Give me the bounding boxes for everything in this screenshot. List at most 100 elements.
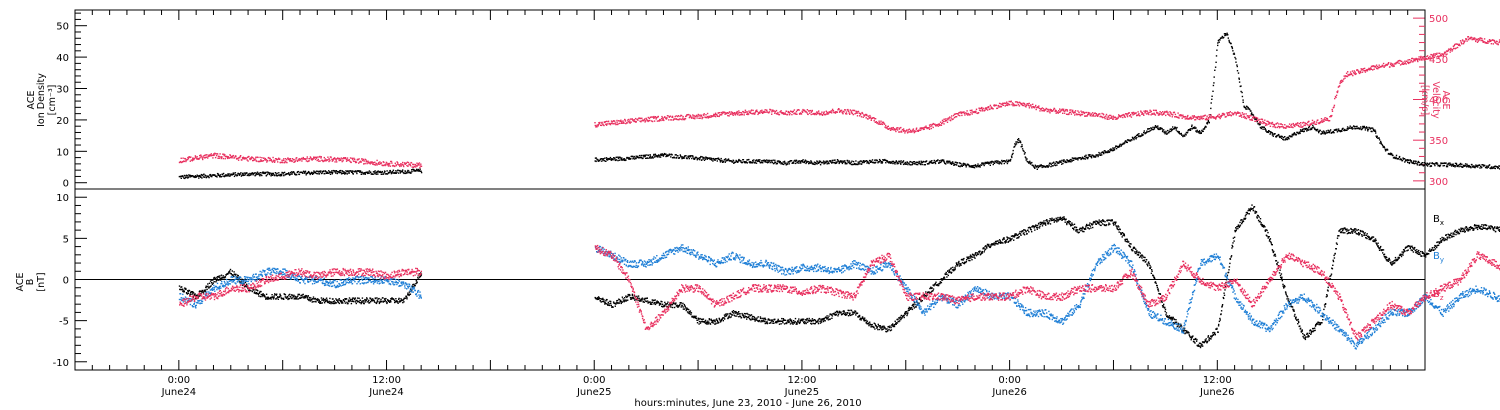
velocity-point	[1052, 110, 1054, 112]
velocity-point	[1440, 54, 1442, 56]
velocity-point	[289, 159, 291, 161]
velocity-point	[227, 157, 229, 160]
density-point	[342, 170, 344, 173]
density-point	[841, 161, 843, 163]
density-point	[709, 158, 711, 161]
density-point	[366, 172, 369, 175]
density-point	[1194, 126, 1196, 128]
density-point	[915, 163, 918, 166]
density-point	[375, 171, 377, 174]
velocity-point	[1144, 111, 1147, 113]
density-point	[1107, 151, 1109, 154]
velocity-point	[971, 109, 973, 111]
density-point	[1424, 163, 1426, 166]
density-point	[1137, 133, 1139, 136]
velocity-point	[362, 158, 365, 161]
density-point	[1231, 47, 1234, 50]
velocity-point	[949, 116, 951, 118]
velocity-point	[806, 112, 808, 114]
velocity-point	[1205, 119, 1207, 121]
velocity-point	[823, 111, 825, 113]
density-point	[956, 164, 958, 166]
density-point	[1108, 151, 1111, 153]
velocity-point	[1063, 112, 1066, 114]
density-point	[265, 174, 268, 177]
velocity-point	[1377, 68, 1379, 70]
velocity-point	[218, 155, 220, 158]
density-point	[1449, 162, 1451, 164]
density-point	[775, 162, 778, 165]
density-point	[1305, 127, 1308, 130]
velocity-point	[1456, 46, 1459, 49]
density-point	[1295, 134, 1297, 136]
density-point	[345, 170, 347, 172]
velocity-point	[655, 118, 657, 120]
velocity-point	[1022, 104, 1024, 107]
velocity-point	[1208, 114, 1210, 116]
velocity-point	[1269, 125, 1272, 127]
velocity-point	[368, 161, 370, 163]
density-point	[1195, 127, 1197, 129]
velocity-point	[1091, 115, 1093, 117]
density-point	[1106, 151, 1108, 153]
velocity-point	[315, 157, 318, 159]
velocity-point	[966, 114, 969, 116]
velocity-point	[233, 157, 236, 159]
velocity-point	[1283, 127, 1285, 129]
density-point	[1332, 131, 1334, 134]
density-point	[1294, 134, 1296, 136]
velocity-point	[781, 111, 783, 114]
velocity-point	[1425, 58, 1427, 60]
density-point	[311, 173, 314, 175]
velocity-point	[1004, 105, 1006, 107]
velocity-point	[698, 117, 700, 119]
density-point	[948, 161, 950, 163]
velocity-point	[1152, 113, 1154, 115]
velocity-point	[714, 112, 717, 114]
density-point	[1417, 161, 1419, 164]
velocity-point	[1321, 121, 1323, 123]
density-point	[1404, 161, 1406, 163]
density-point	[1420, 162, 1423, 164]
density-point	[283, 174, 285, 177]
density-point	[410, 171, 412, 174]
velocity-point	[1459, 44, 1461, 47]
density-point	[328, 170, 330, 172]
velocity-point	[618, 120, 620, 122]
density-point	[653, 156, 656, 158]
density-point	[630, 155, 632, 158]
density-point	[255, 172, 258, 175]
density-point	[1468, 164, 1470, 167]
density-point	[1282, 136, 1285, 139]
velocity-point	[1218, 116, 1220, 118]
velocity-point	[342, 160, 344, 162]
velocity-point	[1114, 116, 1117, 118]
density-point	[203, 176, 206, 178]
density-point	[1312, 124, 1314, 126]
velocity-point	[713, 115, 716, 117]
density-point	[1244, 106, 1246, 109]
velocity-point	[904, 132, 906, 134]
velocity-point	[792, 110, 794, 112]
density-point	[1198, 132, 1200, 134]
density-point	[681, 156, 684, 158]
density-point	[240, 175, 243, 177]
velocity-point	[1133, 113, 1135, 115]
velocity-point	[1295, 122, 1297, 125]
density-point	[906, 162, 908, 164]
density-point	[1293, 132, 1296, 134]
density-point	[325, 170, 327, 173]
velocity-point	[252, 159, 255, 162]
velocity-point	[1102, 114, 1105, 116]
density-point	[716, 158, 718, 160]
velocity-point	[1048, 109, 1050, 111]
velocity-point	[1204, 114, 1206, 116]
density-point	[402, 171, 404, 174]
velocity-point	[754, 111, 756, 114]
density-point	[1218, 41, 1220, 43]
velocity-point	[831, 108, 834, 111]
velocity-point	[1430, 54, 1433, 56]
density-point	[1048, 165, 1050, 167]
velocity-point	[1170, 112, 1172, 114]
velocity-point	[374, 164, 377, 166]
